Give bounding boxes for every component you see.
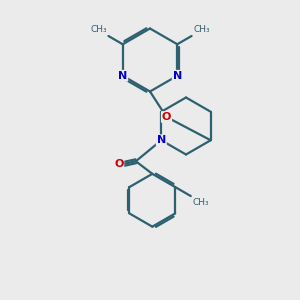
- Text: CH₃: CH₃: [90, 25, 107, 34]
- Text: N: N: [157, 135, 166, 145]
- Text: N: N: [173, 71, 182, 81]
- Text: CH₃: CH₃: [192, 198, 209, 206]
- Text: N: N: [118, 71, 127, 81]
- Text: O: O: [114, 159, 123, 169]
- Text: CH₃: CH₃: [193, 25, 210, 34]
- Text: O: O: [162, 112, 171, 122]
